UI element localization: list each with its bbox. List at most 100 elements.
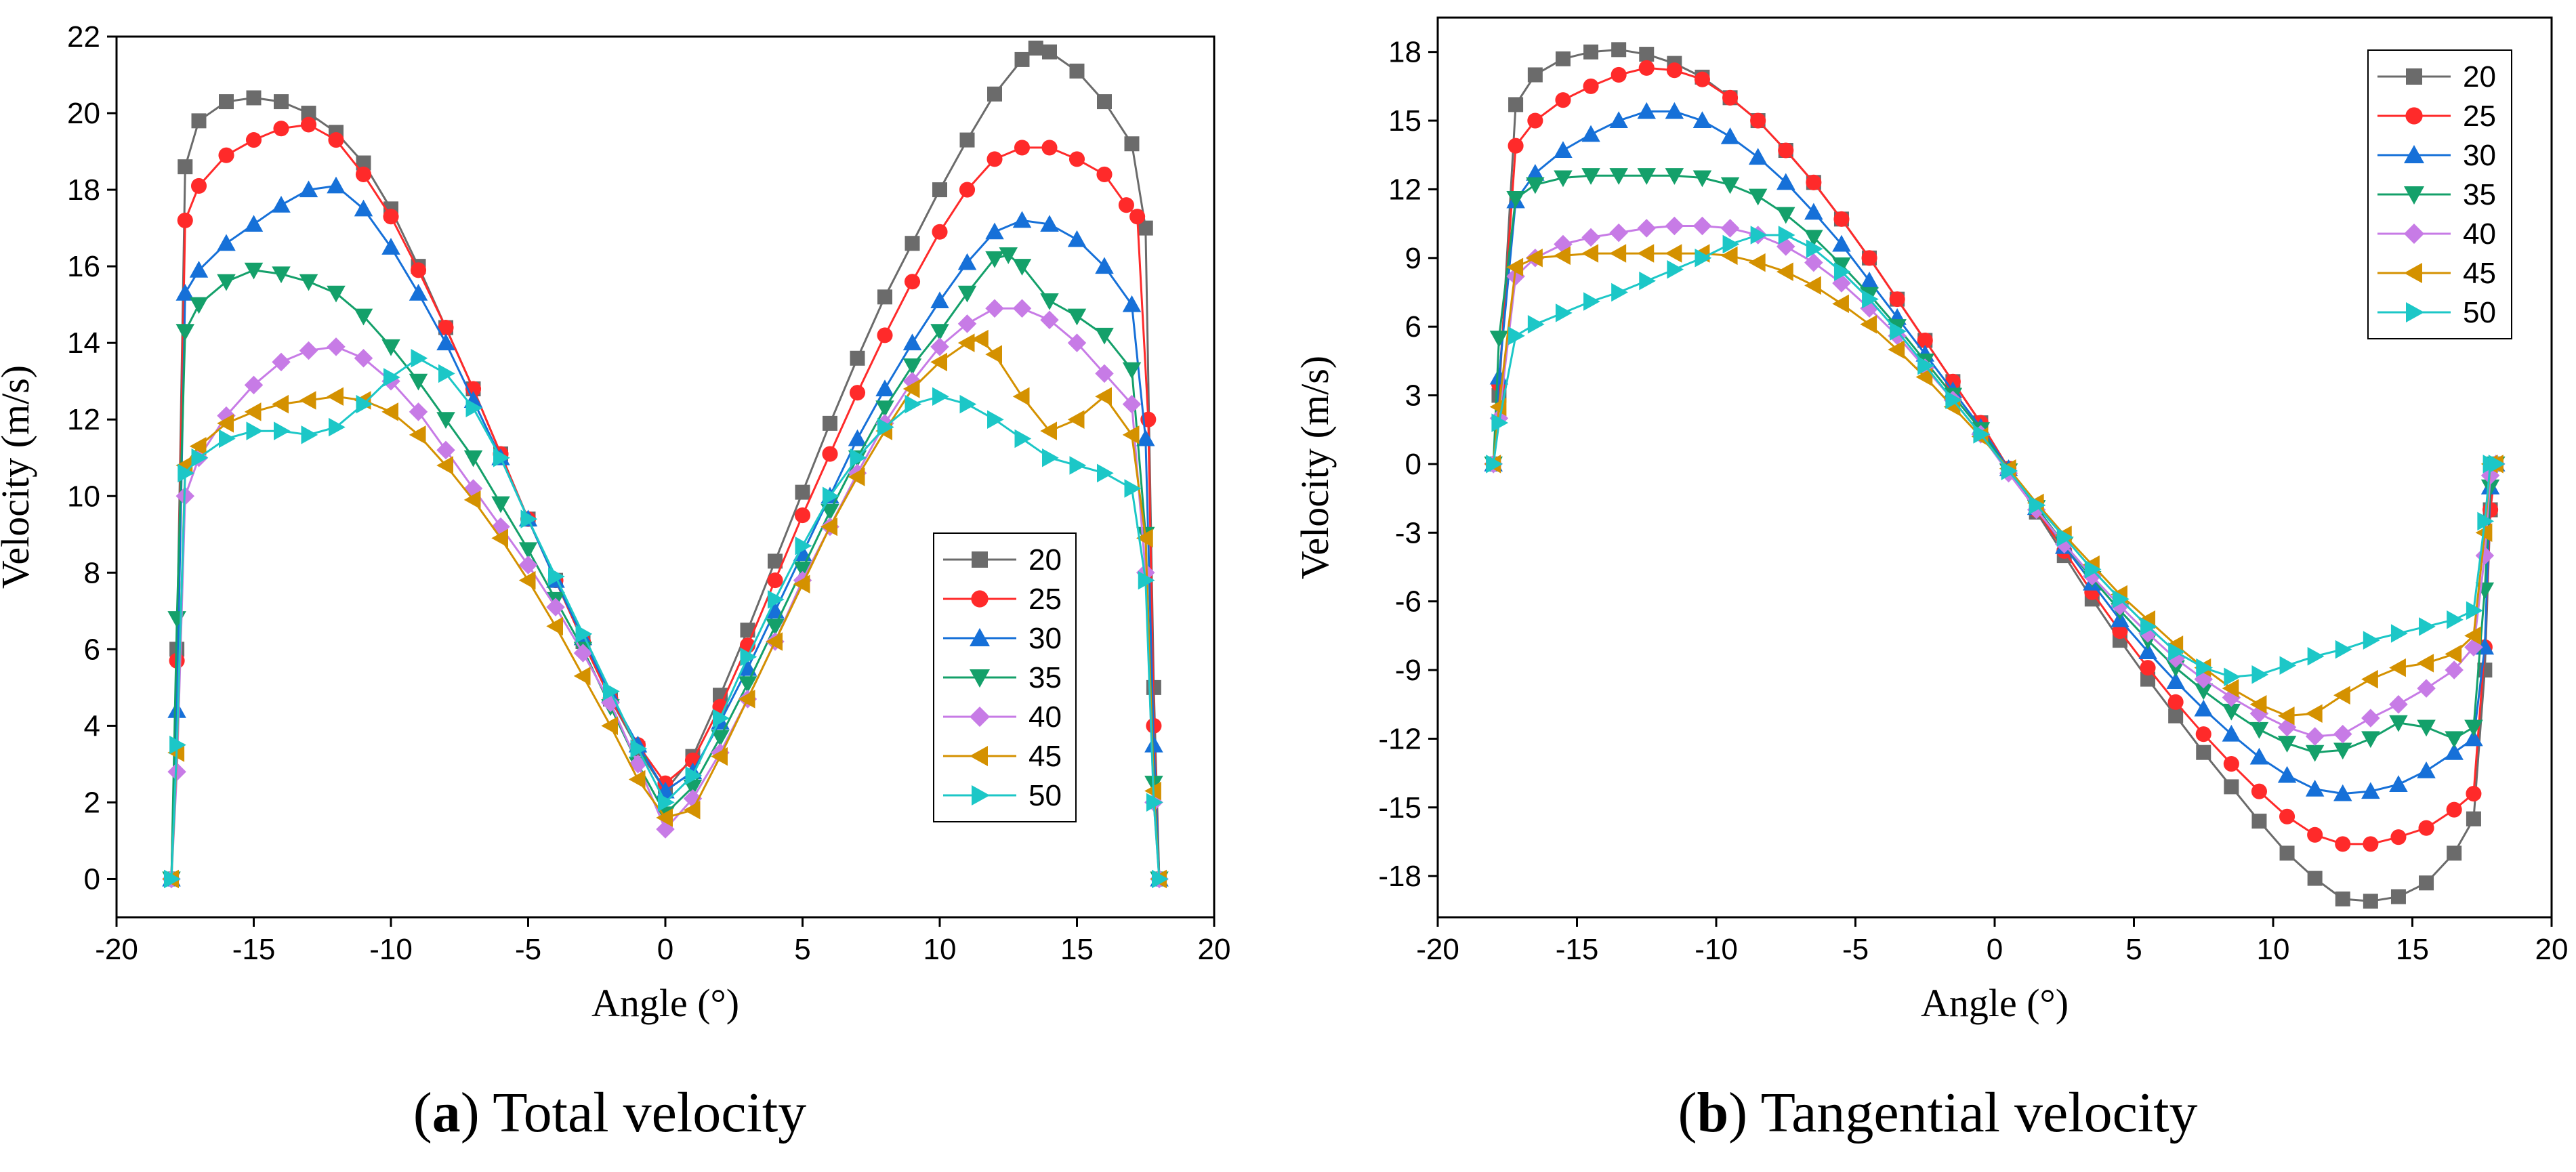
data-point-45 (327, 387, 344, 406)
data-point-20 (740, 623, 755, 638)
data-point-40 (1720, 219, 1740, 238)
legend-label: 25 (2463, 100, 2496, 133)
data-point-45 (2417, 654, 2434, 673)
data-point-30 (2445, 742, 2464, 760)
data-point-30 (1554, 141, 1573, 158)
data-point-25 (218, 147, 234, 163)
data-point-40 (244, 375, 264, 395)
caption-open: ( (413, 1081, 432, 1144)
legend-label: 20 (1029, 543, 1062, 577)
data-point-50 (246, 421, 264, 440)
legend-marker (2406, 68, 2422, 85)
data-point-35 (1040, 293, 1059, 310)
data-point-45 (1012, 387, 1030, 406)
data-point-40 (354, 349, 373, 368)
legend-label: 45 (1029, 740, 1062, 773)
data-point-25 (190, 177, 207, 194)
y-tick-label: 6 (84, 633, 100, 666)
data-point-30 (2138, 642, 2157, 660)
y-axis: 0 2 4 6 8 10 12 14 16 18 20 22 (67, 20, 117, 896)
data-point-50 (1890, 322, 1907, 341)
data-point-45 (985, 345, 1002, 364)
data-point-20 (2224, 779, 2239, 795)
data-point-50 (932, 387, 949, 406)
data-point-40 (1122, 394, 1142, 414)
legend-item-20: 20 (2377, 60, 2496, 93)
data-point-20 (2335, 891, 2350, 906)
data-point-50 (823, 486, 839, 506)
data-point-45 (381, 402, 398, 421)
y-tick-label: -18 (1378, 860, 1421, 893)
data-point-35 (1720, 177, 1740, 194)
legend-item-45: 45 (943, 740, 1062, 773)
data-point-20 (2390, 889, 2406, 904)
data-point-50 (356, 394, 373, 414)
data-point-25 (2195, 726, 2211, 742)
data-point-50 (1042, 448, 1059, 467)
legend-marker (2404, 186, 2424, 205)
data-point-50 (2466, 601, 2483, 620)
data-point-45 (1860, 315, 1877, 334)
data-point-20 (823, 415, 837, 431)
caption-close: ) (461, 1081, 480, 1144)
data-point-20 (191, 113, 207, 129)
data-point-35 (518, 542, 538, 560)
panel-a: -20 -15 -10 -5 0 5 10 15 20 0 2 4 6 8 10 12 14 16 18 20 22 An… (0, 20, 1230, 1144)
data-point-45 (902, 379, 920, 398)
data-point-40 (2361, 709, 2380, 728)
data-point-40 (409, 402, 428, 421)
data-point-25 (1508, 138, 1524, 154)
caption-letter: b (1697, 1081, 1728, 1144)
data-point-35 (2305, 745, 2325, 762)
data-point-50 (1583, 292, 1600, 311)
data-point-50 (2419, 617, 2436, 636)
data-point-25 (245, 132, 262, 148)
caption-open: ( (1678, 1081, 1697, 1144)
data-point-35 (1609, 168, 1628, 185)
data-point-35 (2194, 683, 2213, 700)
data-point-35 (1637, 168, 1656, 185)
data-point-50 (905, 394, 922, 414)
data-point-50 (2251, 665, 2269, 684)
data-point-25 (1778, 142, 1794, 159)
data-point-35 (683, 779, 703, 797)
data-point-25 (877, 327, 893, 343)
data-point-20 (2466, 811, 2481, 826)
data-point-40 (985, 299, 1004, 318)
data-point-50 (2112, 589, 2130, 609)
data-point-25 (1041, 140, 1058, 156)
data-point-20 (1069, 63, 1085, 79)
data-point-45 (2361, 669, 2378, 689)
x-tick-label: -10 (1695, 933, 1738, 966)
data-point-50 (1806, 239, 1823, 259)
data-point-35 (244, 262, 264, 280)
legend-marker (2405, 107, 2423, 125)
data-point-30 (1748, 148, 1768, 165)
data-point-25 (2466, 785, 2482, 802)
y-axis-title: Velocity (m/s) (0, 365, 37, 589)
y-tick-label: 20 (67, 97, 100, 130)
y-axis-title: Velocity (m/s) (1293, 356, 1337, 579)
data-point-50 (1611, 282, 1628, 302)
data-point-45 (738, 690, 755, 709)
data-point-35 (711, 730, 730, 747)
data-point-30 (175, 283, 194, 301)
data-point-25 (438, 320, 454, 336)
data-point-45 (546, 616, 563, 636)
data-point-45 (1777, 262, 1793, 281)
x-axis-title: Angle (°) (1921, 981, 2069, 1025)
x-tick-label: -20 (1416, 933, 1459, 966)
data-point-25 (355, 166, 372, 183)
data-point-25 (1611, 66, 1627, 83)
data-point-35 (1506, 190, 1525, 208)
data-point-45 (244, 402, 262, 421)
data-point-45 (1581, 244, 1599, 263)
data-point-50 (1152, 869, 1169, 889)
data-point-20 (877, 289, 892, 305)
data-point-50 (1917, 356, 1934, 375)
data-point-20 (932, 182, 947, 198)
legend-marker (972, 551, 988, 568)
series-group (162, 40, 1169, 889)
caption-close: ) (1728, 1081, 1747, 1144)
